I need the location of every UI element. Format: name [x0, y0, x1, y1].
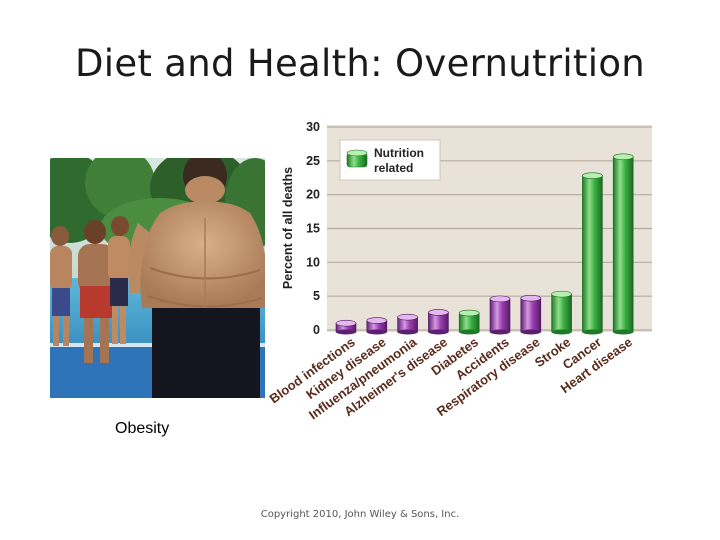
bar-base [397, 329, 418, 335]
legend-label: Nutrition related [374, 146, 427, 175]
photo-illustration [50, 158, 265, 398]
y-tick-label: 25 [306, 154, 320, 168]
y-tick-label: 20 [306, 188, 320, 202]
copyright-footer: Copyright 2010, John Wiley & Sons, Inc. [260, 509, 460, 520]
y-axis-ticks: 0 5 10 15 20 25 30 [306, 120, 320, 337]
bar [489, 298, 511, 333]
y-tick-label: 30 [306, 120, 320, 134]
y-tick-label: 10 [306, 255, 320, 269]
deaths-bar-chart: 0 5 10 15 20 25 30 Percent of all deaths Blood… [267, 120, 652, 423]
bar-top [366, 317, 388, 324]
bar-top [489, 295, 511, 303]
bar-base [551, 329, 572, 335]
bar [612, 156, 634, 333]
y-axis-label: Percent of all deaths [281, 167, 295, 289]
bar-base [582, 329, 603, 335]
slide-title: Diet and Health: Overnutrition [74, 42, 646, 85]
bar-top [582, 172, 603, 180]
bar-base [366, 329, 387, 335]
bar-top [458, 309, 480, 317]
y-tick-label: 5 [313, 289, 320, 303]
bar-base [428, 329, 449, 335]
bars [335, 153, 634, 335]
bar-top [335, 319, 357, 327]
bar-top [612, 153, 634, 161]
photo-caption: Obesity [115, 420, 170, 437]
legend: Nutrition related [339, 139, 441, 181]
y-tick-label: 0 [313, 323, 320, 337]
obesity-photo [50, 158, 265, 398]
bar [551, 293, 572, 333]
bar [520, 297, 542, 333]
bar-top [520, 294, 542, 302]
legend-swatch-top [346, 149, 368, 157]
bar-base [459, 329, 480, 335]
bar-base [490, 329, 510, 335]
bar-top [551, 290, 572, 298]
bar-base [613, 329, 634, 335]
y-tick-label: 15 [306, 222, 320, 236]
bar-top [428, 309, 449, 316]
bar-base [520, 329, 541, 335]
bar-top [397, 313, 418, 321]
bar [582, 175, 603, 333]
bar-base [336, 329, 356, 335]
